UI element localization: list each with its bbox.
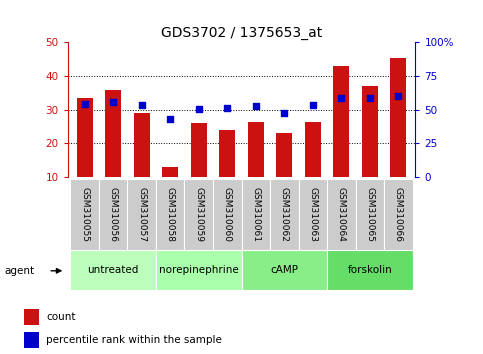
Text: GSM310066: GSM310066 (394, 187, 403, 242)
Bar (134, 113, 150, 177)
Text: GSM310056: GSM310056 (109, 187, 118, 242)
Text: GSM310059: GSM310059 (194, 187, 203, 242)
Bar (99, 179, 128, 250)
Text: GSM310058: GSM310058 (166, 187, 175, 242)
Bar (128, 179, 156, 250)
Text: GSM310064: GSM310064 (337, 187, 346, 242)
Point (138, 102, 145, 108)
Bar (162, 167, 178, 177)
Text: agent: agent (5, 266, 35, 276)
Text: forskolin: forskolin (347, 265, 392, 275)
Bar (327, 179, 355, 250)
Text: GSM310065: GSM310065 (365, 187, 374, 242)
Point (338, 95, 345, 101)
Point (109, 99, 117, 105)
Bar (327, 250, 412, 290)
Text: GSM310057: GSM310057 (137, 187, 146, 242)
Text: untreated: untreated (87, 265, 139, 275)
Text: GSM310063: GSM310063 (308, 187, 317, 242)
Text: GSM310055: GSM310055 (80, 187, 89, 242)
Bar (242, 179, 270, 250)
Bar (71, 250, 156, 290)
Point (252, 103, 260, 109)
Point (366, 96, 374, 101)
Bar (156, 250, 242, 290)
Bar (298, 179, 327, 250)
Bar (270, 179, 298, 250)
Bar (390, 58, 406, 177)
Point (81, 101, 88, 107)
Bar (185, 179, 213, 250)
Bar (305, 121, 321, 177)
Bar (248, 121, 264, 177)
Text: GSM310062: GSM310062 (280, 187, 289, 242)
Point (166, 116, 174, 122)
Bar (333, 66, 349, 177)
Bar (362, 86, 378, 177)
Bar (156, 179, 185, 250)
Bar (191, 123, 207, 177)
Bar (276, 133, 292, 177)
Bar (213, 179, 242, 250)
Bar (24, 332, 39, 348)
Text: GSM310060: GSM310060 (223, 187, 232, 242)
Bar (77, 98, 93, 177)
Bar (71, 179, 99, 250)
Bar (355, 179, 384, 250)
Bar (384, 179, 412, 250)
Bar (242, 250, 327, 290)
Point (223, 105, 231, 110)
Text: count: count (46, 312, 75, 322)
Point (309, 102, 317, 108)
Point (395, 93, 402, 99)
Point (195, 106, 202, 112)
Point (281, 110, 288, 116)
Bar (24, 309, 39, 325)
Text: GSM310061: GSM310061 (251, 187, 260, 242)
Bar (219, 130, 235, 177)
Title: GDS3702 / 1375653_at: GDS3702 / 1375653_at (161, 26, 322, 40)
Text: percentile rank within the sample: percentile rank within the sample (46, 335, 222, 346)
Text: cAMP: cAMP (270, 265, 298, 275)
Text: norepinephrine: norepinephrine (159, 265, 239, 275)
Bar (105, 90, 121, 177)
